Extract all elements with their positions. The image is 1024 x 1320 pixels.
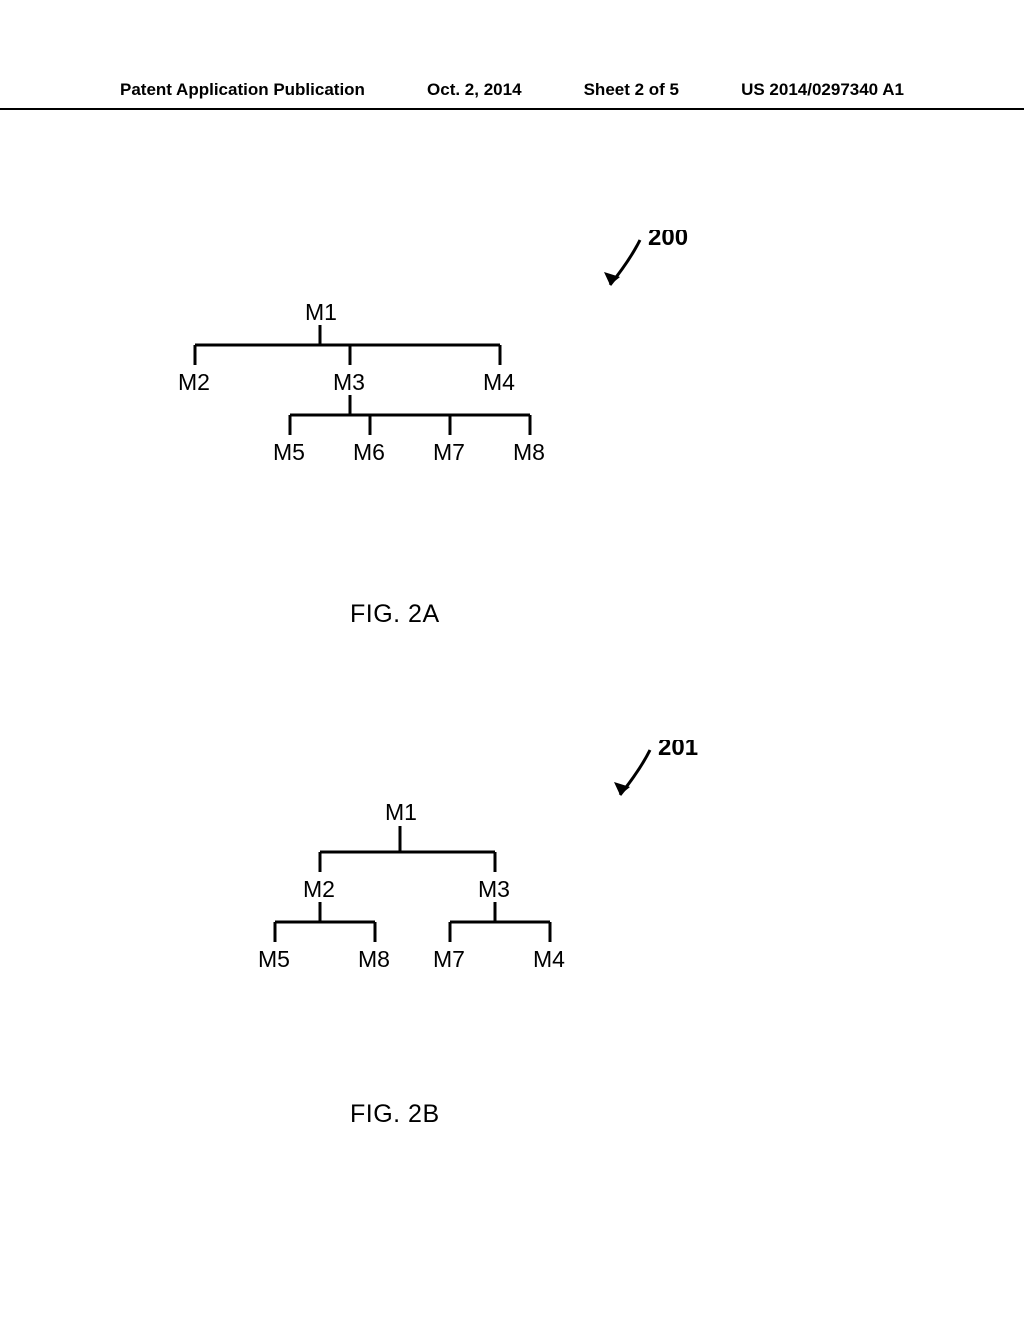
ref-arrow-200: 200 [604, 230, 688, 285]
nodeB-m1: M1 [385, 799, 417, 825]
header-row: Patent Application Publication Oct. 2, 2… [0, 80, 1024, 108]
node-m3: M3 [333, 369, 365, 395]
node-m4: M4 [483, 369, 515, 395]
ref-arrow-201: 201 [614, 740, 698, 795]
node-m1: M1 [305, 299, 337, 325]
header-left: Patent Application Publication [120, 80, 365, 100]
ref-label-200: 200 [648, 230, 688, 251]
page-header: Patent Application Publication Oct. 2, 2… [0, 80, 1024, 110]
fig-2b-diagram: 201 M1 M2 M3 M5 M8 M7 M4 [240, 740, 740, 1045]
header-pubnum: US 2014/0297340 A1 [741, 80, 904, 100]
nodeB-m3: M3 [478, 876, 510, 902]
page: Patent Application Publication Oct. 2, 2… [0, 0, 1024, 1320]
nodeB-m7: M7 [433, 946, 465, 972]
node-m8: M8 [513, 439, 545, 465]
header-sheet: Sheet 2 of 5 [584, 80, 679, 100]
node-m6: M6 [353, 439, 385, 465]
node-m7: M7 [433, 439, 465, 465]
header-date: Oct. 2, 2014 [427, 80, 522, 100]
nodeB-m2: M2 [303, 876, 335, 902]
nodeB-m4: M4 [533, 946, 565, 972]
ref-label-201: 201 [658, 740, 698, 761]
fig-2a-caption: FIG. 2A [350, 600, 440, 629]
node-m5: M5 [273, 439, 305, 465]
fig-2a-diagram: 200 M1 M2 M3 M4 M5 M6 M [140, 230, 700, 535]
node-m2: M2 [178, 369, 210, 395]
fig-2b-caption: FIG. 2B [350, 1100, 440, 1129]
nodeB-m8: M8 [358, 946, 390, 972]
nodeB-m5: M5 [258, 946, 290, 972]
